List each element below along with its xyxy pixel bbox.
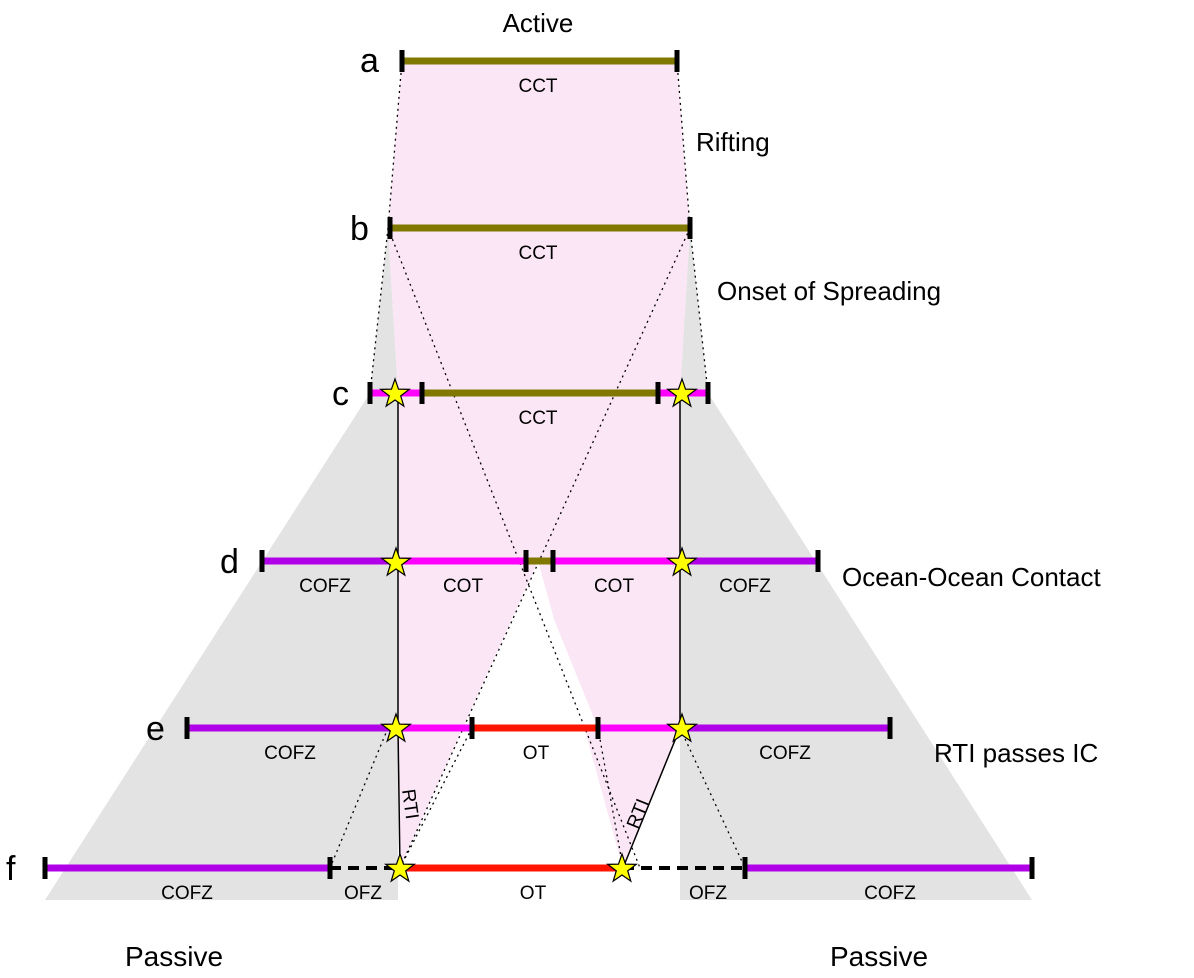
segment-label-c-cct: CCT: [518, 408, 557, 429]
row-letter-a: a: [360, 42, 379, 80]
segment-label-a-cct: CCT: [518, 76, 557, 97]
row-e-ticks: [184, 717, 893, 739]
row-letter-f: f: [6, 850, 16, 888]
segment-label-f-ofz-right: OFZ: [689, 883, 727, 904]
stage-label-rti-passes: RTI passes IC: [934, 738, 1098, 768]
white-cutout: [472, 580, 598, 728]
row-c-ticks: [367, 382, 711, 404]
row-f-ticks: [42, 857, 1035, 879]
stage-label-ocean-contact: Ocean-Ocean Contact: [842, 562, 1101, 592]
star-icon: [607, 853, 637, 882]
stage-label-rifting: Rifting: [696, 127, 770, 157]
stage-label-active: Active: [503, 8, 574, 38]
row-letter-e: e: [146, 710, 165, 748]
row-a-ticks: [399, 50, 680, 72]
left-gray-wedge: [45, 228, 398, 900]
segment-label-f-ot: OT: [520, 883, 547, 904]
segment-label-e-cofz-left: COFZ: [264, 743, 316, 764]
end-label-passive-left: Passive: [125, 941, 223, 972]
segment-label-b-cct: CCT: [518, 243, 557, 264]
segment-label-d-cofz-right: COFZ: [719, 576, 771, 597]
row-d-ticks: [259, 550, 821, 572]
row-b-ticks: [387, 217, 693, 239]
segment-label-e-cofz-right: COFZ: [759, 743, 811, 764]
row-letter-c: c: [332, 375, 349, 413]
row-letter-d: d: [220, 543, 239, 581]
segment-label-d-cofz-left: COFZ: [299, 576, 351, 597]
segment-label-e-ot: OT: [523, 743, 550, 764]
segment-label-f-ofz-left: OFZ: [344, 883, 382, 904]
rti-label-left: RTI: [397, 788, 422, 821]
pink-region-top: [388, 61, 690, 868]
segment-label-d-cot-right: COT: [594, 576, 635, 597]
dotted-lines: [329, 60, 746, 869]
right-gray-wedge: [680, 228, 1032, 900]
row-letter-b: b: [350, 210, 369, 248]
segment-label-d-cot-left: COT: [443, 576, 484, 597]
end-label-passive-right: Passive: [830, 941, 928, 972]
segment-label-f-cofz-left: COFZ: [161, 883, 213, 904]
stage-label-onset: Onset of Spreading: [717, 276, 941, 306]
segment-label-f-cofz-right: COFZ: [864, 883, 916, 904]
